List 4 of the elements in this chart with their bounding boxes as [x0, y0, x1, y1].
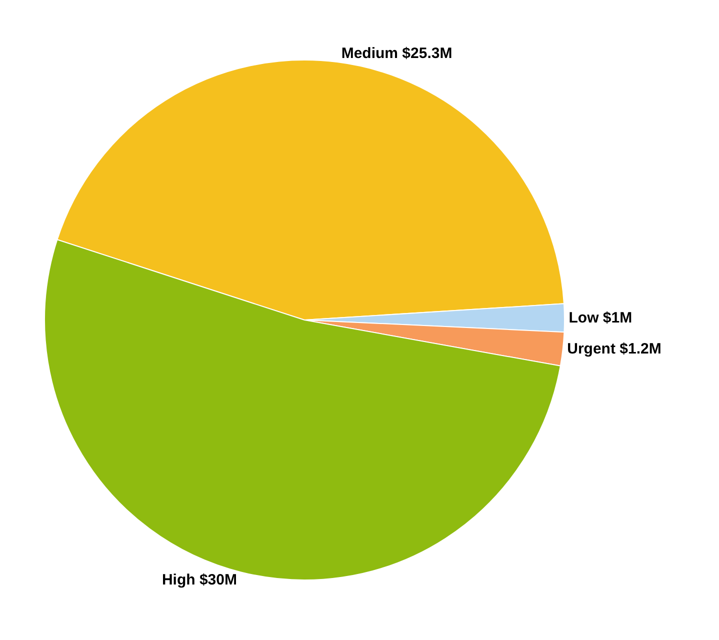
slice-label: High $30M	[162, 572, 237, 589]
slice-label: Urgent $1.2M	[567, 340, 662, 358]
slice-label: Low $1M	[568, 309, 632, 326]
slice-label: Medium $25.3M	[341, 45, 452, 62]
